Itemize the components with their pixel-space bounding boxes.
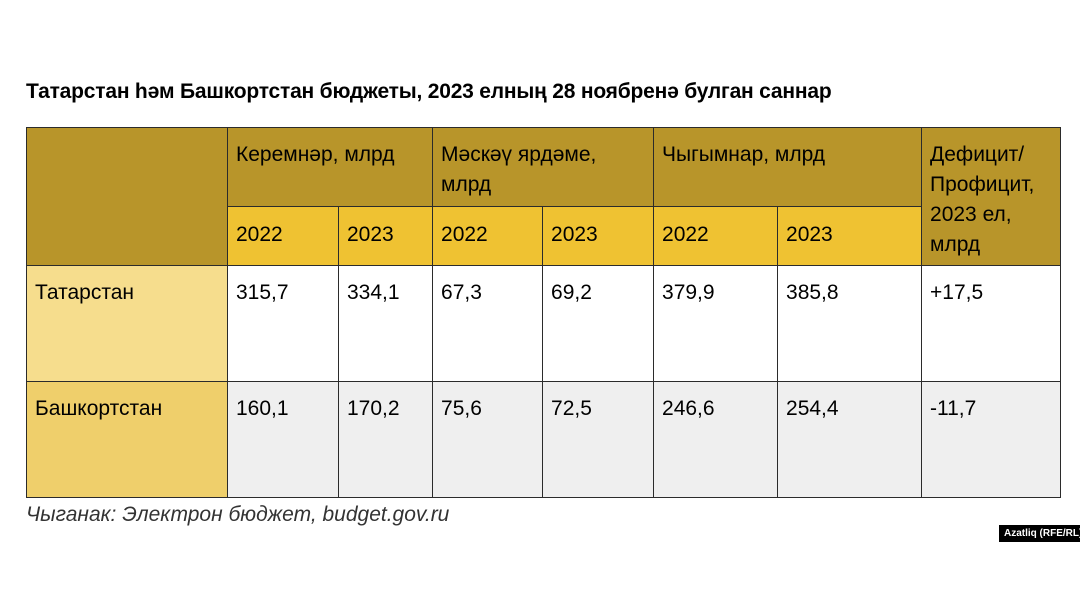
- year-cell: 2022: [432, 206, 544, 266]
- value-cell: 246,6: [653, 381, 779, 498]
- year-cell: 2023: [777, 206, 923, 266]
- value-cell: 334,1: [337, 265, 434, 382]
- value-cell: 69,2: [542, 265, 655, 382]
- row-label-tatarstan: Татарстан: [26, 265, 228, 382]
- year-cell: 2023: [337, 206, 434, 266]
- header-balance: Дефицит/ Профицит, 2023 ел, млрд: [921, 127, 1062, 266]
- budget-table: Керемнәр, млрд Мәскәү ярдәме, млрд Чыгым…: [26, 127, 1062, 498]
- header-row-years: 2022 2023 2022 2023 2022 2023: [27, 206, 1061, 266]
- table-row: Башкортстан 160,1 170,2 75,6 72,5 246,6 …: [26, 381, 1062, 498]
- balance-cell: +17,5: [921, 265, 1062, 382]
- value-cell: 385,8: [777, 265, 923, 382]
- value-cell: 160,1: [227, 381, 339, 498]
- credit-badge: Azatliq (RFE/RL): [999, 525, 1080, 542]
- value-cell: 254,4: [777, 381, 923, 498]
- value-cell: 75,6: [432, 381, 544, 498]
- year-cell: 2023: [542, 206, 655, 266]
- table-row: Татарстан 315,7 334,1 67,3 69,2 379,9 38…: [26, 265, 1062, 382]
- value-cell: 379,9: [653, 265, 779, 382]
- header-moscow-aid: Мәскәү ярдәме, млрд: [432, 127, 655, 207]
- header-revenue: Керемнәр, млрд: [226, 127, 434, 207]
- year-cell: 2022: [227, 206, 339, 266]
- value-cell: 67,3: [432, 265, 544, 382]
- row-label-bashkortostan: Башкортстан: [26, 381, 228, 498]
- source-note: Чыганак: Электрон бюджет, budget.gov.ru: [26, 503, 450, 526]
- balance-cell: -11,7: [921, 381, 1062, 498]
- year-cell: 2022: [653, 206, 779, 266]
- value-cell: 72,5: [542, 381, 655, 498]
- page-title: Татарстан һәм Башкортстан бюджеты, 2023 …: [26, 80, 832, 103]
- header-row-groups: Керемнәр, млрд Мәскәү ярдәме, млрд Чыгым…: [26, 127, 1062, 266]
- header-corner-cell: [26, 127, 228, 266]
- value-cell: 315,7: [227, 265, 339, 382]
- value-cell: 170,2: [337, 381, 434, 498]
- header-expenses: Чыгымнар, млрд: [653, 127, 923, 207]
